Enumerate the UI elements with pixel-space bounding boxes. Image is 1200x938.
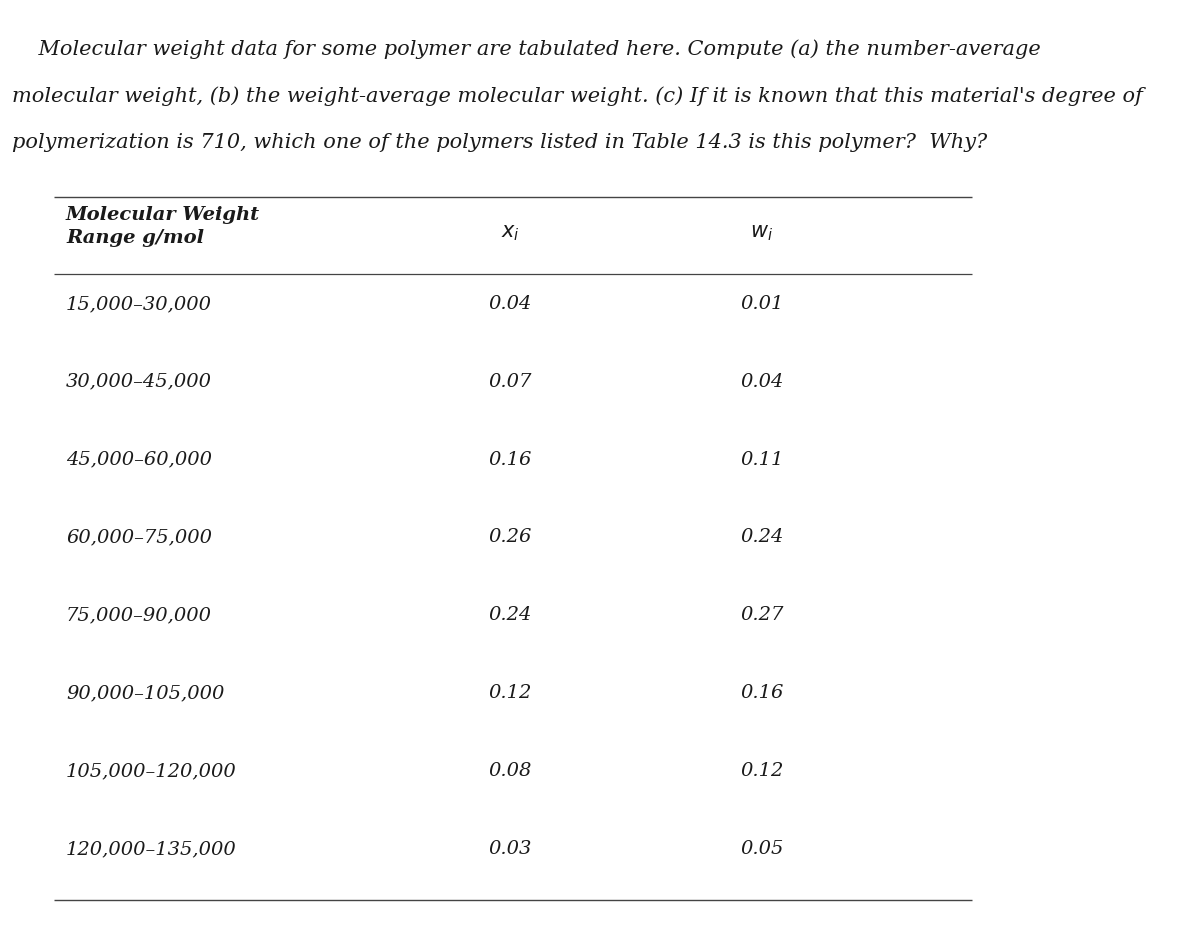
Text: 0.16: 0.16 [488,450,532,469]
Text: 0.27: 0.27 [740,606,784,625]
Text: 0.24: 0.24 [740,528,784,547]
Text: 30,000–45,000: 30,000–45,000 [66,372,212,391]
Text: 0.24: 0.24 [488,606,532,625]
Text: 120,000–135,000: 120,000–135,000 [66,840,236,858]
Text: Molecular Weight
Range g/mol: Molecular Weight Range g/mol [66,206,260,248]
Text: molecular weight, (b) the weight-average molecular weight. (c) If it is known th: molecular weight, (b) the weight-average… [12,86,1142,106]
Text: 60,000–75,000: 60,000–75,000 [66,528,212,547]
Text: 45,000–60,000: 45,000–60,000 [66,450,212,469]
Text: 0.12: 0.12 [488,684,532,703]
Text: 0.03: 0.03 [488,840,532,858]
Text: 0.11: 0.11 [740,450,784,469]
Text: 0.16: 0.16 [740,684,784,703]
Text: 90,000–105,000: 90,000–105,000 [66,684,224,703]
Text: 105,000–120,000: 105,000–120,000 [66,762,236,780]
Text: polymerization is 710, which one of the polymers listed in Table 14.3 is this po: polymerization is 710, which one of the … [12,133,988,152]
Text: 0.04: 0.04 [488,295,532,313]
Text: $x_i$: $x_i$ [500,223,520,243]
Text: 0.01: 0.01 [740,295,784,313]
Text: 0.08: 0.08 [488,762,532,780]
Text: $w_i$: $w_i$ [750,223,774,243]
Text: 0.04: 0.04 [740,372,784,391]
Text: 75,000–90,000: 75,000–90,000 [66,606,212,625]
Text: 0.12: 0.12 [740,762,784,780]
Text: 15,000–30,000: 15,000–30,000 [66,295,212,313]
Text: 0.07: 0.07 [488,372,532,391]
Text: Molecular weight data for some polymer are tabulated here. Compute (a) the numbe: Molecular weight data for some polymer a… [12,39,1040,59]
Text: 0.26: 0.26 [488,528,532,547]
Text: 0.05: 0.05 [740,840,784,858]
